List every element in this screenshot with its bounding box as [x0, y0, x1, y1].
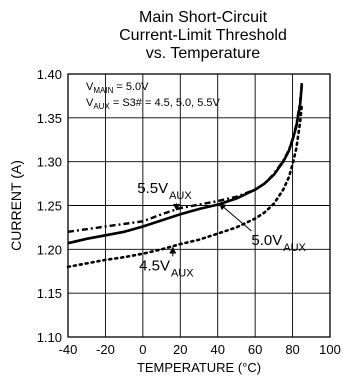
series-label-value: 4.5V	[139, 257, 170, 274]
series-label: 5.0VAUX	[251, 232, 306, 254]
x-axis-label: TEMPERATURE (°C)	[137, 360, 261, 375]
x-tick-label: -40	[59, 342, 78, 357]
series-line-5-5v-aux	[67, 80, 304, 233]
chart-title-line: Current-Limit Threshold	[119, 27, 287, 44]
series-label: 5.5VAUX	[137, 180, 192, 202]
series-label: 4.5VAUX	[139, 257, 194, 279]
grid	[68, 74, 330, 337]
x-tick-label: 100	[319, 342, 341, 357]
y-axis-label: CURRENT (A)	[8, 160, 24, 251]
x-tick-label: 60	[248, 342, 262, 357]
y-tick-label: 1.35	[37, 111, 62, 126]
series-label-subscript: AUX	[169, 190, 192, 202]
series-label-value: 5.0V	[251, 232, 282, 249]
condition-subscript: MAIN	[93, 86, 113, 95]
condition-value: = S3# = 4.5, 5.0, 5.5V	[110, 97, 221, 109]
x-tick-label: 0	[139, 342, 146, 357]
y-tick-label: 1.25	[37, 199, 62, 214]
series-line-4-5v-aux	[66, 103, 304, 269]
y-tick-label: 1.10	[37, 330, 62, 345]
series	[66, 80, 304, 269]
y-tick-label: 1.30	[37, 155, 62, 170]
y-tick-label: 1.15	[37, 286, 62, 301]
condition-prefix: V	[86, 97, 94, 109]
chart-title-line: Main Short-Circuit	[139, 9, 268, 26]
condition-vmain: VMAIN = 5.0V	[86, 81, 149, 95]
x-tick-label: -20	[96, 342, 115, 357]
x-tick-label: 80	[285, 342, 299, 357]
condition-vaux: VAUX = S3# = 4.5, 5.0, 5.5V	[86, 97, 221, 111]
condition-subscript: AUX	[93, 102, 110, 111]
series-label-value: 5.5V	[137, 180, 168, 197]
series-label-subscript: AUX	[283, 242, 306, 254]
series-label-leader	[218, 203, 252, 232]
chart-title-line: vs. Temperature	[146, 45, 261, 62]
condition-prefix: V	[86, 81, 94, 93]
x-tick-label: 40	[210, 342, 224, 357]
tick-labels: -40 -20 0 20 40 60 80 100 1.10 1.15 1.20 1.25 1.30 1.…	[37, 67, 341, 357]
x-tick-label: 20	[173, 342, 187, 357]
y-tick-label: 1.20	[37, 242, 62, 257]
plot-area	[67, 73, 331, 338]
condition-value: = 5.0V	[113, 81, 149, 93]
series-label-subscript: AUX	[171, 267, 194, 279]
y-tick-label: 1.40	[37, 67, 62, 82]
